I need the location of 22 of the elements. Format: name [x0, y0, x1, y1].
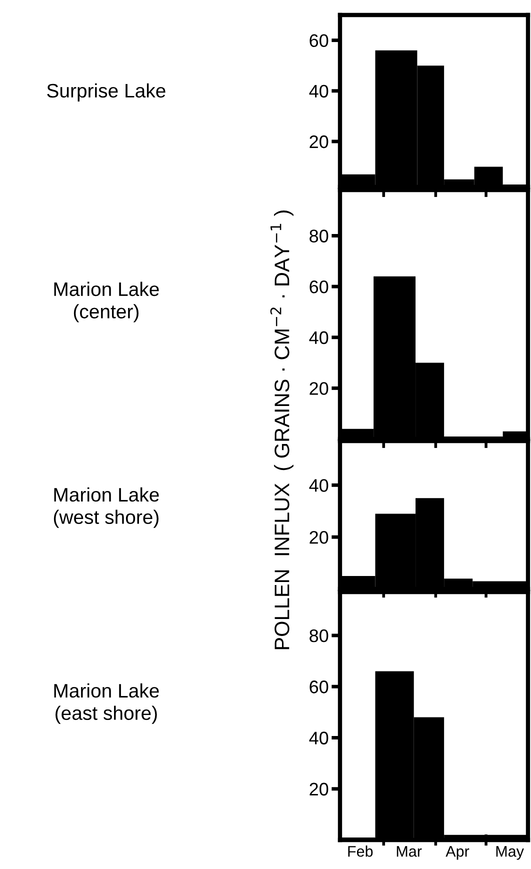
y-tick-label: 60 — [310, 680, 328, 694]
x-tick-label: Mar — [396, 846, 422, 857]
y-tick-label: 40 — [309, 84, 328, 98]
text: Surprise Lake — [47, 83, 166, 102]
y-tick-label: 60 — [310, 34, 328, 48]
y-tick-label: 40 — [309, 331, 328, 344]
y-tick-label: 60 — [310, 280, 328, 294]
x-tick-label: Feb — [348, 846, 373, 857]
x-tick-label: Apr — [446, 846, 470, 860]
y-tick-label: 20 — [310, 782, 328, 796]
y-axis-title: POLLEN INFLUX ( GRAINS · CM$^{−2}$ · DAY$^{−1}$ ) — [270, 210, 294, 650]
y-tick-label: 80 — [310, 230, 328, 242]
y-tick-label: 80 — [310, 629, 328, 642]
text: Marion Lake (east shore) — [54, 683, 159, 724]
text: Marion Lake (center) — [54, 282, 159, 322]
y-tick-label: 40 — [309, 732, 328, 744]
y-tick-label: 20 — [310, 135, 328, 148]
x-tick-label: May — [496, 846, 524, 860]
y-tick-label: 20 — [310, 382, 328, 395]
text: Marion Lake (west shore) — [54, 487, 159, 528]
y-tick-label: 40 — [309, 479, 328, 492]
y-tick-label: 20 — [310, 531, 328, 544]
